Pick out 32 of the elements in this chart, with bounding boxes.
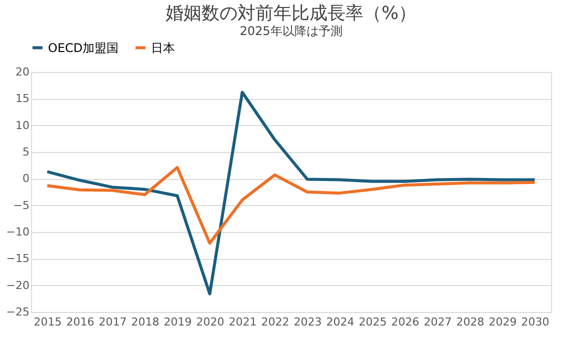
x-tick-label: 2016	[66, 316, 94, 328]
x-tick-label: 2022	[261, 316, 290, 328]
legend-label: OECD加盟国	[48, 40, 119, 55]
x-tick-label: 2020	[196, 316, 224, 328]
y-tick-label: 0	[22, 172, 30, 186]
x-tick-label: 2021	[228, 316, 257, 328]
line-series	[46, 166, 536, 245]
legend-label: 日本	[151, 40, 175, 55]
x-tick-label: 2028	[456, 316, 484, 328]
y-tick-label: −25	[6, 306, 30, 318]
chart-subtitle: 2025年以降は予測	[240, 24, 342, 38]
x-tick-label: 2025	[358, 316, 387, 328]
y-tick-label: −20	[6, 278, 30, 292]
y-tick-label: 20	[16, 66, 30, 78]
x-tick-label: 2024	[326, 316, 354, 328]
x-tick-label: 2029	[488, 316, 517, 328]
x-tick-label: 2030	[521, 316, 550, 328]
y-tick-label: 15	[16, 92, 30, 106]
y-tick-label: −5	[13, 198, 30, 212]
y-tick-label: −15	[6, 252, 30, 266]
y-tick-label: 5	[22, 146, 30, 158]
x-tick-label: 2023	[294, 316, 322, 328]
x-tick-label: 2015	[34, 316, 62, 328]
x-tick-label: 2027	[424, 316, 452, 328]
y-tick-label: 10	[16, 118, 30, 132]
x-tick-label: 2018	[131, 316, 160, 328]
line-series	[46, 90, 536, 296]
y-tick-label: −10	[6, 226, 30, 238]
x-tick-label: 2017	[98, 316, 127, 328]
x-tick-label: 2026	[391, 316, 420, 328]
chart-title: 婚姻数の対前年比成長率（%）	[165, 3, 417, 24]
x-tick-label: 2019	[164, 316, 192, 328]
